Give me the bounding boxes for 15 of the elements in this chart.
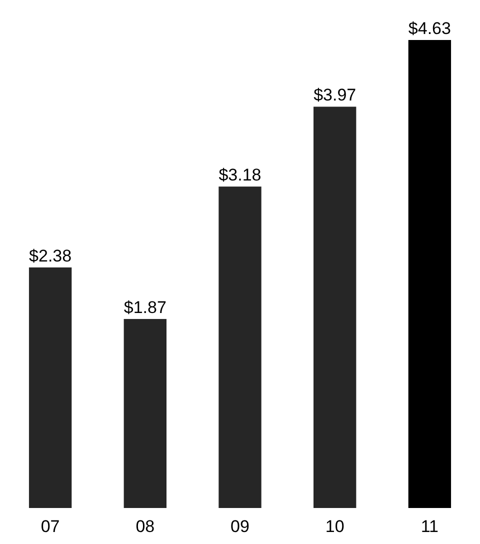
bar [314, 106, 356, 508]
x-tick-label: 09 [230, 517, 250, 536]
x-tick-label: 07 [40, 517, 60, 536]
bar [124, 318, 166, 508]
data-label: $2.38 [29, 246, 72, 266]
data-label: $3.97 [314, 86, 356, 105]
x-tick-label: 11 [420, 517, 439, 536]
bar [408, 40, 452, 508]
data-label: $3.18 [218, 166, 262, 185]
bar [218, 186, 262, 508]
x-tick-label: 10 [325, 517, 344, 536]
data-label: $1.87 [124, 298, 166, 317]
x-tick-label: 08 [136, 517, 155, 536]
bar [28, 267, 72, 508]
data-label: $4.63 [408, 19, 451, 38]
